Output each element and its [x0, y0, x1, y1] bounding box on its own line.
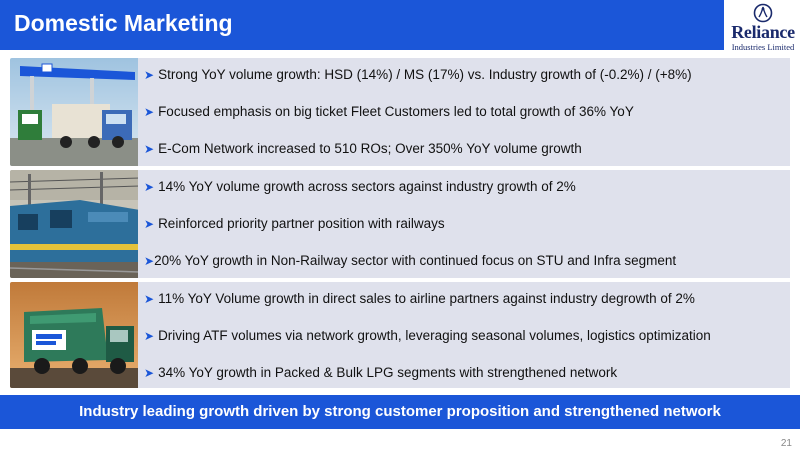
logo-subtitle: Industries Limited: [731, 42, 795, 52]
page-title: Domestic Marketing: [14, 10, 233, 36]
arrow-bullet-icon: ➤: [144, 292, 155, 306]
bullet-panel: ➤ 11% YoY Volume growth in direct sales t…: [138, 282, 790, 388]
bullet-panel: ➤ 14% YoY volume growth across sectors ag…: [138, 170, 790, 278]
arrow-bullet-icon: ➤: [144, 68, 155, 82]
reliance-logo: Reliance Industries Limited: [726, 0, 800, 56]
arrow-bullet-icon: ➤: [144, 217, 155, 231]
arrow-bullet-icon: ➤: [144, 142, 155, 156]
bullet-item: ➤ Focused emphasis on big ticket Fleet Cu…: [144, 104, 634, 119]
section-fuel-retail: ➤ Strong YoY volume growth: HSD (14%) / M…: [10, 58, 790, 166]
arrow-bullet-icon: ➤: [144, 366, 155, 380]
bullet-item: ➤ 34% YoY growth in Packed & Bulk LPG seg…: [144, 365, 618, 380]
title-bar: Domestic Marketing: [0, 0, 724, 50]
footer-banner-text: Industry leading growth driven by strong…: [79, 403, 721, 420]
bullet-item: ➤ Strong YoY volume growth: HSD (14%) / M…: [144, 67, 692, 82]
bullet-item: ➤ Driving ATF volumes via network growth,…: [144, 328, 711, 343]
arrow-bullet-icon: ➤: [144, 329, 155, 343]
section-railways: ➤ 14% YoY volume growth across sectors ag…: [10, 170, 790, 278]
bullet-item: ➤20% YoY growth in Non-Railway sector wi…: [144, 253, 677, 268]
arrow-bullet-icon: ➤: [144, 254, 155, 268]
bullet-item: ➤ Reinforced priority partner position wi…: [144, 216, 445, 231]
footer-banner: Industry leading growth driven by strong…: [0, 395, 800, 429]
arrow-bullet-icon: ➤: [144, 180, 155, 194]
reliance-logo-icon: [753, 3, 773, 23]
bullet-item: ➤ 14% YoY volume growth across sectors ag…: [144, 179, 576, 194]
arrow-bullet-icon: ➤: [144, 105, 155, 119]
bullet-item: ➤ E-Com Network increased to 510 ROs; Ove…: [144, 141, 582, 156]
logo-name: Reliance: [731, 22, 795, 42]
railway-train-photo: [10, 170, 140, 278]
bullet-item: ➤ 11% YoY Volume growth in direct sales t…: [144, 291, 695, 306]
section-aviation: ➤ 11% YoY Volume growth in direct sales t…: [10, 282, 790, 388]
fuel-station-photo: [10, 58, 140, 166]
aviation-fuel-truck-photo: [10, 282, 140, 388]
bullet-panel: ➤ Strong YoY volume growth: HSD (14%) / M…: [138, 58, 790, 166]
page-number: 21: [780, 438, 792, 449]
